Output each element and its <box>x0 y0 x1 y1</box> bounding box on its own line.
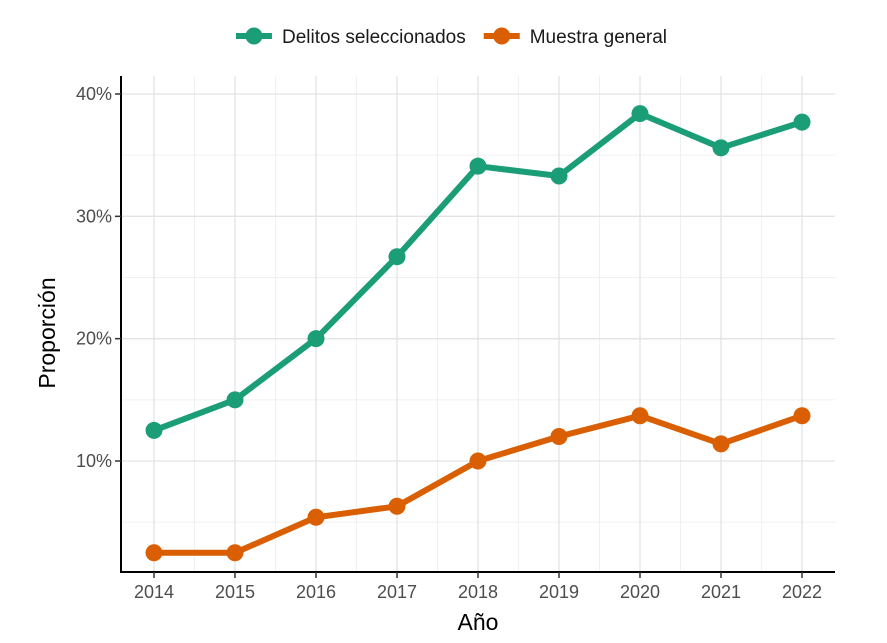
legend-key-point <box>493 27 511 45</box>
series-2-point-2015 <box>226 544 244 562</box>
x-tick-label: 2014 <box>134 582 174 602</box>
series-1-point-2016 <box>307 330 325 348</box>
series-2-point-2016 <box>307 508 325 526</box>
series-2-point-2018 <box>469 452 487 470</box>
y-tick-label: 20% <box>76 329 112 349</box>
axes-layer <box>115 76 835 578</box>
series-1-point-2019 <box>550 167 568 185</box>
series-1-point-2014 <box>145 421 163 439</box>
series-2-point-2020 <box>631 407 649 425</box>
series-2-point-2017 <box>388 497 406 515</box>
y-tick-label: 10% <box>76 451 112 471</box>
legend[interactable]: Delitos seleccionados Muestra general <box>235 27 667 48</box>
y-tick-label: 30% <box>76 206 112 226</box>
series-1-point-2020 <box>631 105 649 123</box>
series-1-point-2018 <box>469 157 487 175</box>
series-1-point-2015 <box>226 391 244 409</box>
x-tick-label: 2017 <box>377 582 417 602</box>
y-axis-title: Proporción <box>34 277 60 388</box>
x-tick-label: 2018 <box>458 582 498 602</box>
series-1-point-2022 <box>793 113 811 131</box>
x-tick-label: 2021 <box>701 582 741 602</box>
series-2-point-2019 <box>550 428 568 446</box>
legend-item-2[interactable]: Muestra general <box>483 27 667 48</box>
x-tick-label: 2016 <box>296 582 336 602</box>
x-tick-label: 2015 <box>215 582 255 602</box>
series-2-point-2021 <box>712 435 730 453</box>
legend-key-point <box>245 27 263 45</box>
x-axis-title: Año <box>458 609 499 635</box>
legend-label: Delitos seleccionados <box>282 27 466 48</box>
x-tick-label: 2022 <box>782 582 822 602</box>
y-tick-label: 40% <box>76 84 112 104</box>
series-2-point-2022 <box>793 407 811 425</box>
tick-labels: 10% 20% 30% 40% 2014 2015 2016 2017 2018 2019 2020… <box>76 84 822 602</box>
series-1-point-2017 <box>388 248 406 266</box>
series-layer <box>145 105 811 562</box>
series-1-point-2021 <box>712 139 730 157</box>
series-2-point-2014 <box>145 544 163 562</box>
legend-label: Muestra general <box>530 27 667 48</box>
legend-item-1[interactable]: Delitos seleccionados <box>235 27 466 48</box>
x-tick-label: 2019 <box>539 582 579 602</box>
x-tick-label: 2020 <box>620 582 660 602</box>
